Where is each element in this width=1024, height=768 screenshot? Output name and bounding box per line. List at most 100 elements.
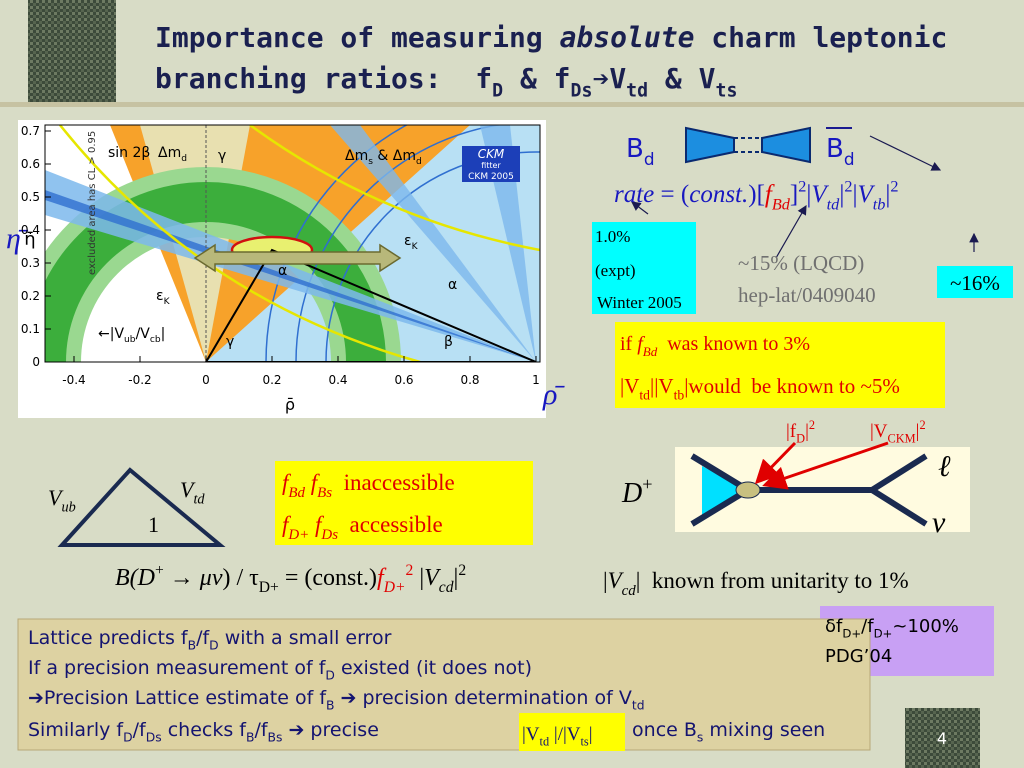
pdg-note: δfD+/fD+~100% [825,616,959,640]
text-part: Bd [772,196,791,214]
text-part: CKM [888,432,916,446]
text-part: 2 [406,562,414,579]
text-part: ub [61,500,75,516]
expt-note: (expt) [595,261,636,280]
text-part: γ [226,334,234,350]
text-part: 2 [919,418,925,432]
plot-label: γ [226,334,234,350]
text-part: charm leptonic [694,21,947,54]
text-part: /V [136,326,151,342]
plot-label: α [278,263,287,279]
text-part: D [621,478,642,509]
text-part: | [852,181,857,208]
text-part: f [765,181,775,208]
text-part: Ds [146,731,162,745]
x-tick-label: 0.4 [328,373,347,387]
access-line: fD+ fDs accessible [282,512,443,543]
text-part: would be known to ~5% [688,374,899,398]
text-part: B [826,134,844,164]
text-part: ] [790,181,798,208]
summary-line: Lattice predicts fB/fD with a small erro… [28,627,392,653]
text-part: |V [620,374,639,398]
logo: CKM [478,147,505,161]
text-part: once B [626,719,697,741]
text-part: D [123,731,133,745]
neutrino: ν [932,506,946,539]
text-part: f [282,470,292,495]
text-part: D+ [874,626,893,640]
y-tick-label: 0.1 [21,322,40,336]
text-part: if [620,333,637,355]
text-part: ts [581,735,589,749]
text-part: /f [133,719,147,741]
access-line: fBd fBs inaccessible [282,470,455,501]
text-part: f [315,512,325,537]
text-part: + [155,562,164,579]
x-tick-label: 1 [532,373,540,387]
text-part: sin 2β [108,145,150,161]
text-part: 2 [890,178,898,196]
text-part: B [626,134,644,164]
text-part: | [839,181,844,208]
x-tick-label: -0.2 [128,373,151,387]
page-number: 4 [937,729,947,748]
text-part: D [492,80,503,101]
text-part: | [161,326,166,342]
y-tick-label: 0.6 [21,157,40,171]
text-part: K [164,297,171,307]
pdg-note: PDG’04 [825,646,892,667]
text-part: existed (it does not) [335,657,532,679]
text-part: ε [156,288,164,304]
text-part: ➔ [592,62,609,95]
text-part: Importance of measuring [155,21,560,54]
pointer [631,201,649,215]
text-part: Bs [317,485,332,501]
text-part: = (const.) [279,565,377,591]
plot-label: α [448,277,457,293]
ratio: |Vtd |/|Vts| [522,724,593,749]
text-part: td [540,735,550,749]
plot-label: sin 2β [108,145,150,161]
text-part: d [416,157,422,167]
text-part: rate [614,181,654,208]
text-part: Similarly f [28,719,124,741]
decor-rule [0,102,1024,107]
text-part: | [589,724,593,745]
text-part: cd [622,583,637,599]
logo: CKM 2005 [468,172,514,182]
text-part: ➔ precise [282,719,378,741]
text-part: inaccessible [332,470,455,495]
text-part: const. [689,181,748,208]
text-part: V [180,477,196,502]
text-part: ε [404,233,412,249]
text-part: was known to 3% [657,333,810,355]
text-part: ) / τ [222,565,259,591]
text-part: d [844,149,855,169]
y-tick-label: 0.5 [21,190,40,204]
plot-label: γ [218,148,226,164]
text-part: B [326,699,334,713]
plot-note: excluded area has CL > 0.95 [87,131,98,275]
box-diagram [685,126,852,164]
text-part: | [805,421,809,442]
text-part: tb [674,387,685,402]
summary-line: ➔Precision Lattice estimate of fB ➔ prec… [28,687,645,713]
text-part: td [632,699,645,713]
text-part: D [796,432,805,446]
text-part: & V [648,62,716,95]
text-part: f [282,512,292,537]
text-part: /f [861,616,874,637]
text-part: branching ratios: f [155,62,492,95]
unitarity-note: |Vcd| known from unitarity to 1% [603,568,909,599]
text-part: | [603,568,608,593]
ckm-error: ~16% [950,271,1000,295]
text-part: | [684,374,688,398]
text-part: K [412,242,419,252]
access-box [275,461,533,545]
decay-diagram [675,441,970,532]
x-tick-label: 0.2 [262,373,281,387]
text-part: D+ [383,579,406,596]
text-part: | [916,421,920,442]
triangle-side: Vub [48,485,76,516]
text-part: with a small error [219,627,392,649]
